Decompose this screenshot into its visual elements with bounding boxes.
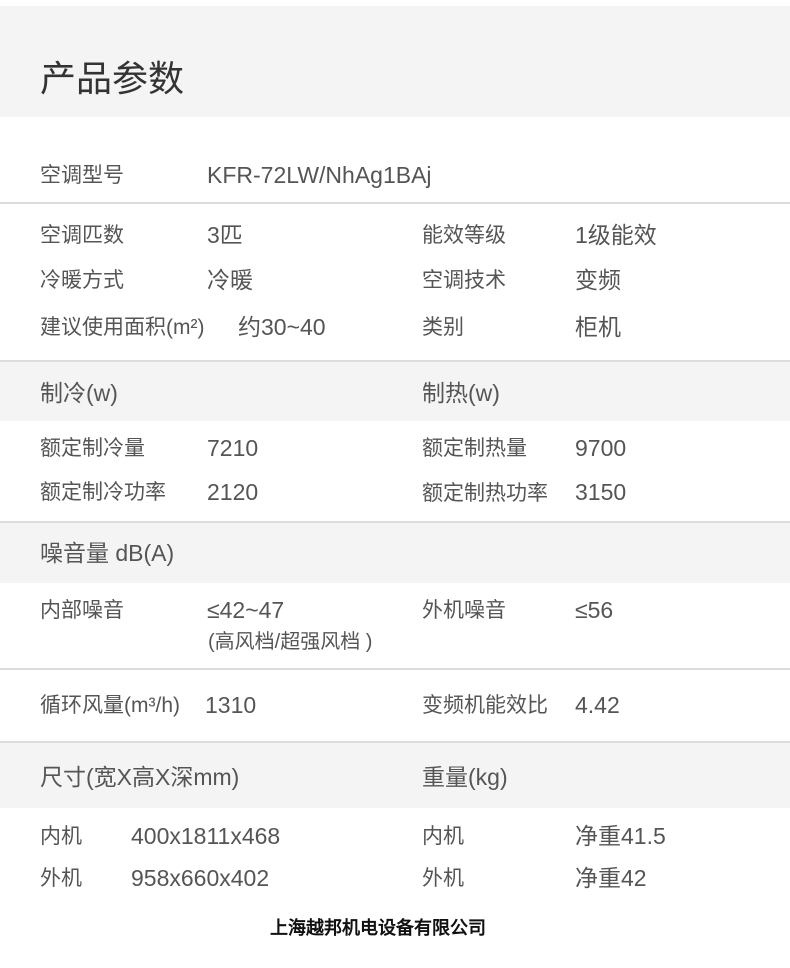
spec-label: 循环风量(m³/h): [40, 694, 180, 717]
spec-label: 能效等级: [422, 224, 506, 247]
size-heading: 尺寸(宽X高X深mm): [40, 764, 240, 790]
spec-value: 2120: [207, 479, 259, 505]
spec-label: 空调匹数: [40, 224, 124, 247]
spec-label: 额定制热功率: [422, 482, 548, 505]
spec-value: 400x1811x468: [131, 823, 281, 849]
heating-heading: 制热(w): [422, 380, 500, 406]
spec-label: 内机: [422, 825, 464, 848]
spec-label: 内部噪音: [40, 599, 124, 622]
spec-label: 建议使用面积(m²): [40, 316, 205, 339]
spec-label: 内机: [40, 825, 82, 848]
spec-value: 3匹: [207, 222, 243, 248]
spec-value: 958x660x402: [131, 865, 270, 891]
model-value: KFR-72LW/NhAg1BAj: [207, 162, 432, 188]
spec-value: 变频: [575, 267, 621, 293]
divider: [0, 521, 790, 523]
model-label: 空调型号: [40, 164, 124, 187]
section-band: [0, 362, 790, 421]
spec-value: 1310: [205, 692, 257, 718]
section-band: [0, 523, 790, 583]
spec-label: 类别: [422, 316, 464, 339]
weight-heading: 重量(kg): [422, 764, 508, 790]
spec-value: 约30~40: [238, 314, 326, 340]
title-band: [0, 6, 790, 117]
cooling-heading: 制冷(w): [40, 380, 118, 406]
spec-label: 额定制冷功率: [40, 481, 166, 504]
divider: [0, 741, 790, 743]
spec-value: 1级能效: [575, 222, 657, 248]
spec-value: 净重41.5: [575, 823, 666, 849]
spec-value: ≤42~47: [207, 597, 285, 623]
spec-value: 7210: [207, 435, 259, 461]
page-title: 产品参数: [40, 58, 185, 99]
spec-value: 柜机: [575, 314, 621, 340]
divider: [0, 360, 790, 362]
spec-label: 空调技术: [422, 269, 506, 292]
spec-value: 净重42: [575, 865, 647, 891]
spec-label: 外机: [422, 867, 464, 890]
spec-label: 外机: [40, 867, 82, 890]
divider: [0, 202, 790, 204]
spec-value: ≤56: [575, 597, 614, 623]
spec-value: 4.42: [575, 692, 620, 718]
spec-label: 变频机能效比: [422, 694, 548, 717]
divider: [0, 668, 790, 670]
spec-value: 冷暖: [207, 267, 253, 293]
spec-value: 9700: [575, 435, 627, 461]
spec-label: 额定制冷量: [40, 437, 145, 460]
spec-label: 冷暖方式: [40, 269, 124, 292]
spec-label: 额定制热量: [422, 437, 527, 460]
watermark: 上海越邦机电设备有限公司: [270, 918, 486, 939]
spec-note: (高风档/超强风档 ): [208, 631, 373, 653]
spec-value: 3150: [575, 479, 627, 505]
spec-label: 外机噪音: [422, 599, 506, 622]
section-band: [0, 743, 790, 808]
noise-heading: 噪音量 dB(A): [40, 540, 175, 566]
